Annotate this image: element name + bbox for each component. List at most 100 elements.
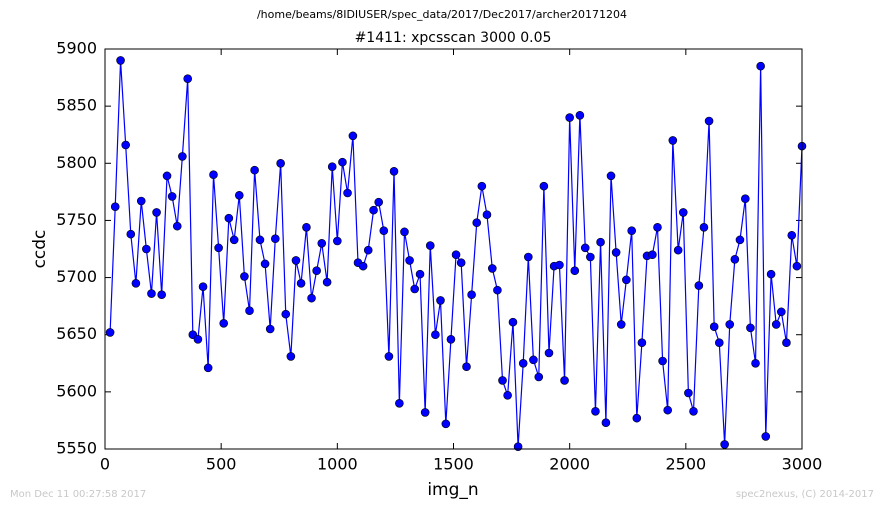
data-point <box>472 218 482 228</box>
data-point <box>152 208 161 217</box>
data-point <box>105 328 115 337</box>
data-point <box>746 323 755 333</box>
data-point <box>343 188 352 198</box>
data-point <box>524 252 533 262</box>
data-point <box>229 235 239 245</box>
data-point <box>234 190 244 200</box>
data-point <box>720 440 729 449</box>
data-point <box>167 192 177 201</box>
data-point <box>395 398 404 408</box>
data-point <box>714 338 724 348</box>
x-tick-label: 2000 <box>549 455 590 474</box>
data-point <box>735 235 745 245</box>
data-point <box>255 235 265 245</box>
data-point <box>198 282 208 292</box>
data-point <box>193 334 203 344</box>
data-point <box>389 166 399 176</box>
data-point <box>379 226 389 236</box>
y-tick-label: 5750 <box>56 210 97 229</box>
suptitle: /home/beams/8IDIUSER/spec_data/2017/Dec2… <box>257 8 627 21</box>
x-tick-label: 2500 <box>665 455 706 474</box>
data-point <box>425 241 435 250</box>
data-point <box>307 293 316 303</box>
data-point <box>622 275 631 285</box>
data-point <box>684 388 693 398</box>
data-point <box>704 116 714 126</box>
x-tick-label: 0 <box>100 455 110 474</box>
data-point <box>338 157 347 167</box>
data-point <box>482 210 492 220</box>
data-point <box>431 330 440 340</box>
data-point <box>183 74 193 84</box>
data-point <box>555 260 564 270</box>
chart-title: #1411: xpcsscan 3000 0.05 <box>355 30 552 46</box>
data-point <box>363 245 373 255</box>
x-tick-label: 3000 <box>782 455 823 474</box>
data-point <box>487 264 497 273</box>
data-point <box>668 136 678 145</box>
data-point <box>616 320 626 329</box>
data-point <box>508 317 518 327</box>
data-point <box>286 352 296 361</box>
data-point <box>157 290 166 300</box>
y-tick-label: 5900 <box>56 39 97 58</box>
data-point <box>456 258 466 268</box>
data-point <box>322 277 332 287</box>
data-point <box>777 307 786 317</box>
data-point <box>358 261 368 271</box>
data-point <box>637 338 647 348</box>
data-point <box>240 272 249 281</box>
data-point <box>529 355 538 365</box>
data-point <box>467 290 476 300</box>
data-point <box>518 358 528 368</box>
data-point <box>203 363 213 373</box>
data-point <box>606 171 616 181</box>
data-point <box>601 418 611 428</box>
data-point <box>245 306 254 316</box>
data-point <box>276 158 285 168</box>
data-point <box>110 202 120 212</box>
data-point <box>224 213 234 223</box>
y-axis-label: ccdc <box>30 230 50 269</box>
data-point <box>534 372 544 382</box>
x-axis-label: img_n <box>427 480 478 500</box>
data-point <box>596 237 605 247</box>
data-point <box>209 170 218 180</box>
x-tick-label: 500 <box>206 455 237 474</box>
data-point <box>302 222 311 232</box>
plot-frame <box>104 48 803 450</box>
data-point <box>147 289 156 298</box>
data-point <box>766 269 776 279</box>
data-point <box>570 266 580 276</box>
data-point <box>281 309 291 319</box>
data-point <box>565 113 574 122</box>
data-point <box>756 61 765 71</box>
data-point <box>369 205 378 215</box>
data-point <box>575 110 585 120</box>
data-point <box>265 324 275 334</box>
footnote-left: Mon Dec 11 00:27:58 2017 <box>10 489 146 500</box>
data-point <box>327 162 337 172</box>
data-point <box>513 442 523 452</box>
y-tick-label: 5650 <box>56 324 97 343</box>
data-point <box>586 252 595 262</box>
data-point <box>782 338 791 348</box>
data-point <box>400 227 409 237</box>
data-point <box>415 269 425 279</box>
data-point <box>131 278 141 288</box>
data-point <box>214 243 223 253</box>
data-point <box>493 285 502 295</box>
data-point <box>477 181 487 191</box>
data-point <box>627 226 636 236</box>
data-point <box>420 408 430 417</box>
data-point <box>741 194 750 204</box>
data-point <box>560 376 569 385</box>
data-point <box>498 376 507 385</box>
data-point <box>136 196 146 206</box>
data-point <box>653 222 662 232</box>
data-point <box>291 256 301 265</box>
data-point <box>761 432 771 441</box>
data-point <box>126 229 136 239</box>
data-point <box>771 320 781 329</box>
